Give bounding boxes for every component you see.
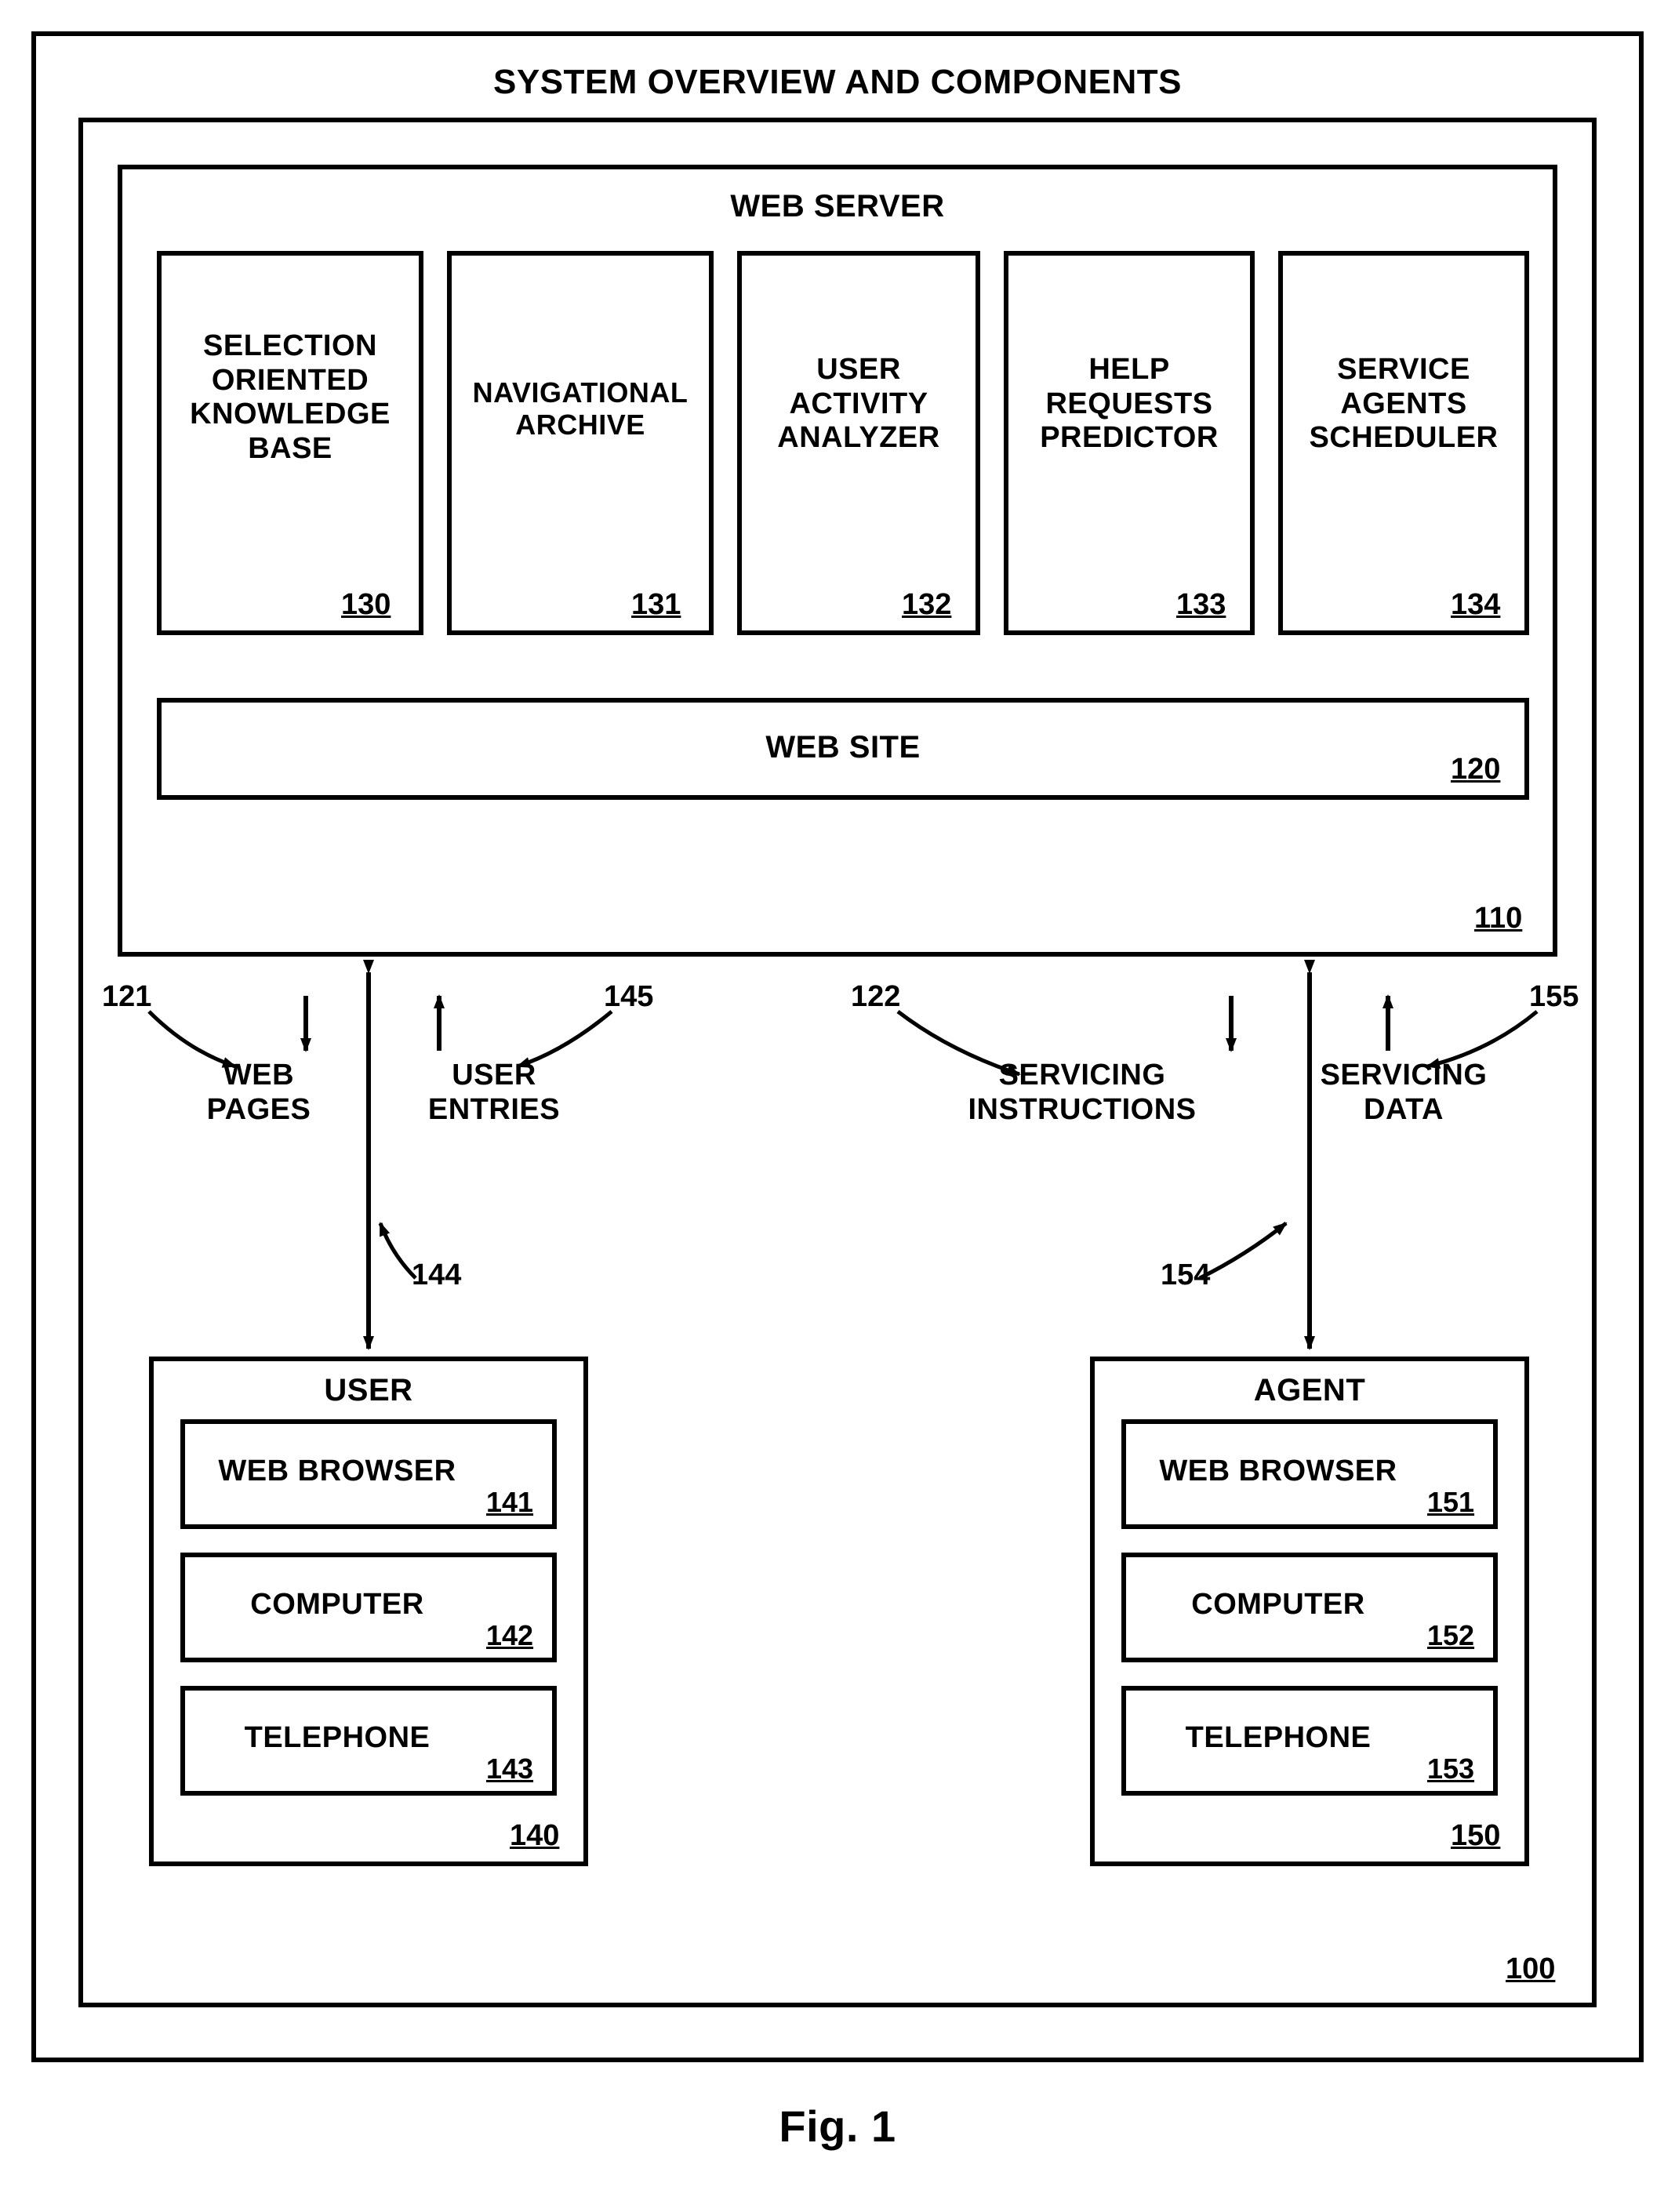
ref-uaa: 132 xyxy=(902,588,951,622)
flow-userentries-label: USER ENTRIES xyxy=(392,1059,596,1127)
flow-svcdata-label: SERVICING DATA xyxy=(1286,1059,1521,1127)
user-webbrowser-label: WEB BROWSER xyxy=(180,1455,494,1489)
user-box-label: USER xyxy=(149,1372,588,1408)
ref-agent-cp: 152 xyxy=(1427,1619,1474,1652)
module-uaa-label: USER ACTIVITY ANALYZER xyxy=(737,353,980,456)
user-computer-label: COMPUTER xyxy=(180,1588,494,1622)
figure-label: Fig. 1 xyxy=(31,2101,1644,2152)
ref-system: 100 xyxy=(1506,1952,1555,1986)
agent-telephone-label: TELEPHONE xyxy=(1121,1721,1435,1756)
ref-agent-box: 150 xyxy=(1451,1819,1500,1853)
agent-computer-label: COMPUTER xyxy=(1121,1588,1435,1622)
ref-userentries: 145 xyxy=(604,980,653,1014)
ref-web-server: 110 xyxy=(1474,902,1522,935)
ref-webpages: 121 xyxy=(102,980,151,1014)
ref-user-cp: 142 xyxy=(486,1619,533,1652)
agent-webbrowser-label: WEB BROWSER xyxy=(1121,1455,1435,1489)
module-nav-label: NAVIGATIONAL ARCHIVE xyxy=(447,376,714,441)
diagram-title: SYSTEM OVERVIEW AND COMPONENTS xyxy=(31,63,1644,103)
agent-box-label: AGENT xyxy=(1090,1372,1529,1408)
ref-sokb: 130 xyxy=(341,588,391,622)
ref-user-wb: 141 xyxy=(486,1486,533,1519)
module-sas-label: SERVICE AGENTS SCHEDULER xyxy=(1278,353,1529,456)
diagram-canvas: SYSTEM OVERVIEW AND COMPONENTS 100 WEB S… xyxy=(31,31,1644,2181)
web-server-label: WEB SERVER xyxy=(118,188,1557,224)
ref-agent-wb: 151 xyxy=(1427,1486,1474,1519)
ref-hrp: 133 xyxy=(1176,588,1226,622)
ref-user-conn: 144 xyxy=(412,1259,461,1292)
ref-agent-tp: 153 xyxy=(1427,1753,1474,1785)
ref-agent-conn: 154 xyxy=(1161,1259,1210,1292)
module-sokb-label: SELECTION ORIENTED KNOWLEDGE BASE xyxy=(157,329,423,467)
flow-svcinstr-label: SERVICING INSTRUCTIONS xyxy=(941,1059,1223,1127)
ref-sas: 134 xyxy=(1451,588,1500,622)
ref-user-tp: 143 xyxy=(486,1753,533,1785)
ref-web-site: 120 xyxy=(1451,753,1500,786)
module-nav xyxy=(447,251,714,635)
ref-svcinstr: 122 xyxy=(851,980,900,1014)
flow-webpages-label: WEB PAGES xyxy=(165,1059,353,1127)
module-hrp-label: HELP REQUESTS PREDICTOR xyxy=(1004,353,1255,456)
ref-nav: 131 xyxy=(631,588,681,622)
user-telephone-label: TELEPHONE xyxy=(180,1721,494,1756)
ref-svcdata: 155 xyxy=(1529,980,1579,1014)
web-site-label: WEB SITE xyxy=(157,729,1529,765)
ref-user-box: 140 xyxy=(510,1819,559,1853)
